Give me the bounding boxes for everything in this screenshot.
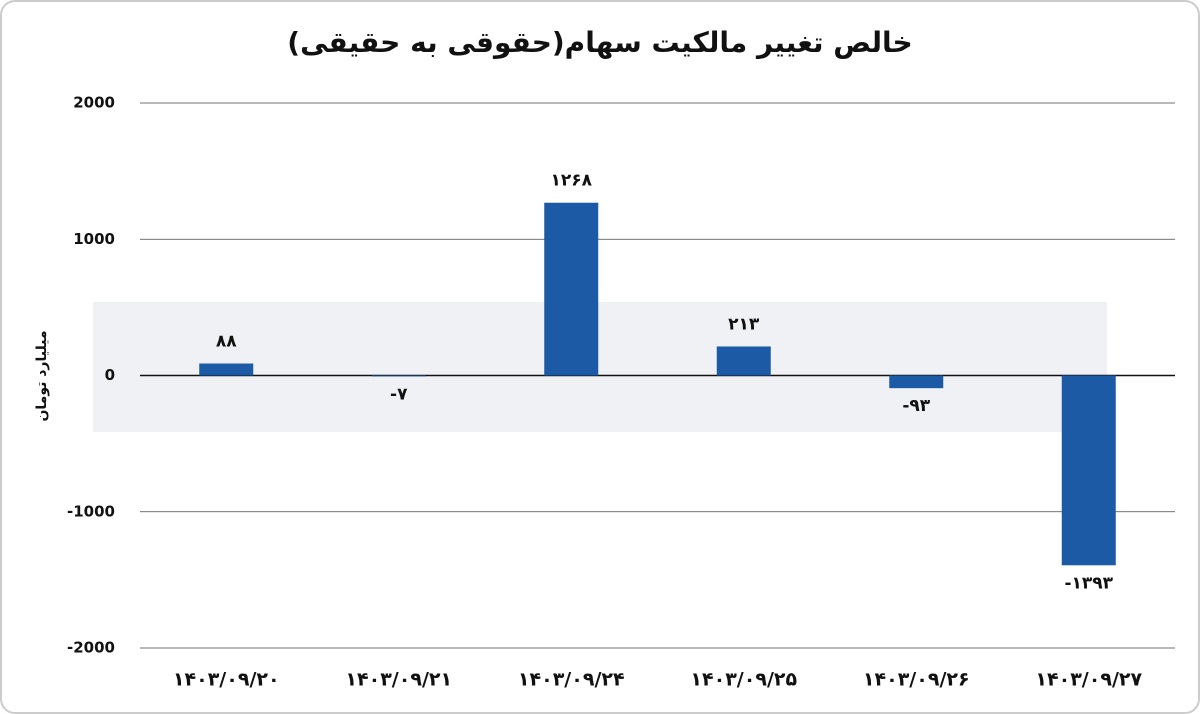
watermark-band: [93, 302, 1107, 432]
value-label: -۱۳۹۳: [1064, 573, 1113, 593]
x-tick-label: ۱۴۰۳/۰۹/۲۰: [173, 669, 280, 691]
bar: [371, 375, 426, 377]
x-tick-label: ۱۴۰۳/۰۹/۲۵: [690, 669, 797, 691]
bar: [889, 375, 944, 389]
y-tick-label: -2000: [67, 639, 115, 657]
x-tick-label: ۱۴۰۳/۰۹/۲۴: [518, 669, 625, 691]
value-label: -۹۳: [902, 396, 930, 416]
x-tick-label: ۱۴۰۳/۰۹/۲۷: [1035, 669, 1142, 691]
y-tick-label: -1000: [67, 502, 115, 520]
bar: [1061, 375, 1116, 566]
y-tick-label: 2000: [73, 94, 115, 112]
value-label: ۸۸: [216, 332, 237, 352]
bar: [544, 202, 599, 376]
bar: [716, 346, 771, 376]
x-tick-label: ۱۴۰۳/۰۹/۲۱: [345, 669, 452, 691]
value-label: ۱۲۶۸: [550, 171, 592, 191]
value-label: -۷: [390, 384, 408, 404]
y-axis-label: میلیارد تومان: [34, 330, 50, 421]
y-tick-label: 0: [105, 366, 115, 384]
chart-title: خالص تغییر مالکیت سهام(حقوقی به حقیقی): [287, 26, 912, 59]
value-label: ۲۱۳: [728, 314, 760, 334]
x-tick-label: ۱۴۰۳/۰۹/۲۶: [863, 669, 970, 691]
bar: [199, 363, 254, 376]
y-tick-label: 1000: [73, 230, 115, 248]
